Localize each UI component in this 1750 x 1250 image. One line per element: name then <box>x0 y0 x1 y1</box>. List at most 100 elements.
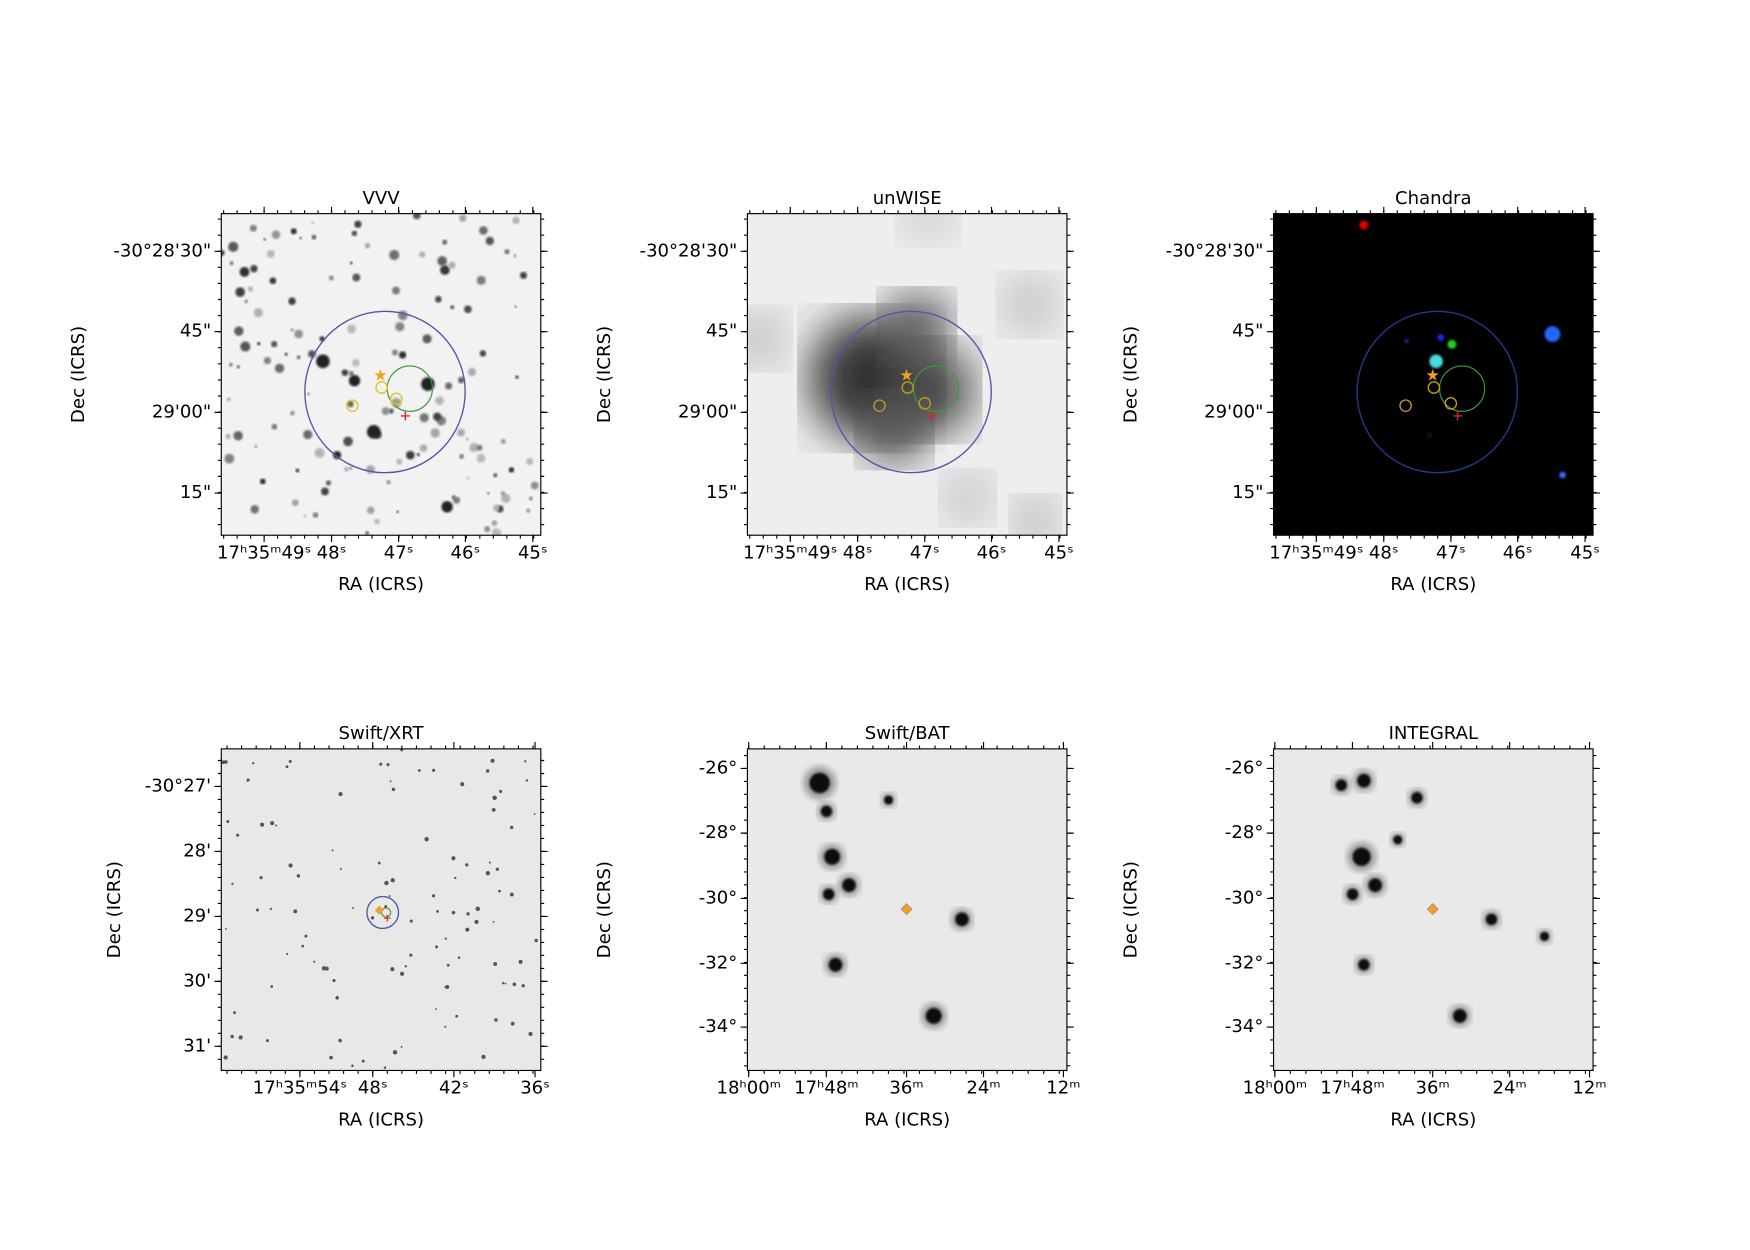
counterpart <box>1427 381 1441 394</box>
y-tick-label: 28' <box>183 840 211 861</box>
source <box>508 467 515 473</box>
source <box>409 953 413 957</box>
source <box>348 375 361 387</box>
source <box>391 787 396 792</box>
x-tick-label: 18ʰ00ᵐ <box>716 1078 780 1099</box>
source <box>446 963 450 967</box>
source <box>233 1011 237 1015</box>
x-tick-label: 46ˢ <box>1503 542 1533 563</box>
source <box>467 367 477 377</box>
source <box>458 376 465 384</box>
source <box>351 1064 354 1068</box>
x-tick-label: 12ᵐ <box>1572 1078 1606 1099</box>
source <box>285 765 289 769</box>
source <box>1429 354 1443 369</box>
source <box>313 960 316 963</box>
y-tick-label: 29'00" <box>152 401 211 422</box>
source <box>225 928 227 930</box>
x-tick-label: 46ˢ <box>977 542 1007 563</box>
source <box>823 888 835 900</box>
error-circle <box>304 310 466 474</box>
x-tick-label: 46ˢ <box>451 542 481 563</box>
x-tick-label: 42ˢ <box>439 1078 469 1099</box>
source <box>332 450 342 460</box>
source <box>500 491 506 496</box>
frame <box>220 748 542 1072</box>
source <box>347 324 357 334</box>
source <box>379 762 383 766</box>
source <box>417 769 421 772</box>
x-axis-label: RA (ICRS) <box>864 574 950 595</box>
panel-title: Chandra <box>1395 188 1472 209</box>
counterpart <box>389 392 403 406</box>
source <box>504 982 507 985</box>
source <box>1359 220 1369 230</box>
source <box>526 508 531 513</box>
source <box>325 480 332 486</box>
source <box>343 436 353 447</box>
source <box>234 326 244 336</box>
x-tick-label: 48ˢ <box>317 542 347 563</box>
source <box>321 966 327 971</box>
x-tick-label: 24ᵐ <box>966 1078 1000 1099</box>
source <box>488 861 491 864</box>
source <box>266 249 275 258</box>
source <box>479 350 487 357</box>
y-axis-label: Dec (ICRS) <box>594 861 615 958</box>
source <box>509 825 514 830</box>
source <box>288 863 293 868</box>
source <box>465 927 470 932</box>
x-tick-label: 36ᵐ <box>889 1078 923 1099</box>
source <box>455 1014 459 1018</box>
x-tick-label: 47ˢ <box>1436 542 1466 563</box>
source <box>828 957 843 972</box>
source <box>224 760 228 764</box>
source <box>221 249 225 256</box>
source <box>422 334 432 344</box>
source <box>435 396 444 406</box>
y-tick-label: 45" <box>180 321 211 342</box>
source <box>491 807 496 812</box>
source <box>224 453 235 464</box>
source <box>1453 1009 1467 1023</box>
x-tick-label: 47ˢ <box>910 542 940 563</box>
source <box>301 944 305 948</box>
source <box>492 920 495 923</box>
source <box>366 465 375 474</box>
y-tick-label: 29'00" <box>678 401 737 422</box>
source <box>269 907 273 911</box>
source <box>396 458 403 465</box>
x-tick-label: 17ʰ35ᵐ54ˢ <box>253 1078 347 1099</box>
source <box>476 453 486 463</box>
source <box>444 937 447 940</box>
source <box>244 299 249 304</box>
source <box>433 412 442 421</box>
source <box>432 768 436 772</box>
source <box>457 956 461 959</box>
source <box>259 478 266 485</box>
source <box>459 214 467 222</box>
source <box>842 878 856 893</box>
x-tick-label: 48ˢ <box>1369 542 1399 563</box>
source <box>335 995 339 1000</box>
x-axis-label: RA (ICRS) <box>338 1109 424 1130</box>
source <box>338 792 343 797</box>
source <box>501 493 511 503</box>
source <box>1437 334 1445 341</box>
source <box>1540 931 1550 941</box>
source <box>223 1055 228 1060</box>
marker-cross <box>400 411 410 421</box>
x-tick-label: 17ʰ35ᵐ49ˢ <box>743 542 837 563</box>
source <box>259 876 263 880</box>
source <box>257 341 261 346</box>
source <box>238 1035 243 1040</box>
source <box>384 880 389 886</box>
source <box>270 821 275 826</box>
sky-image <box>747 213 1067 536</box>
y-tick-label: 30' <box>183 970 211 991</box>
y-tick-label: 31' <box>183 1035 211 1056</box>
y-tick-label: 29' <box>183 905 211 926</box>
source <box>416 453 420 457</box>
source <box>514 305 517 308</box>
